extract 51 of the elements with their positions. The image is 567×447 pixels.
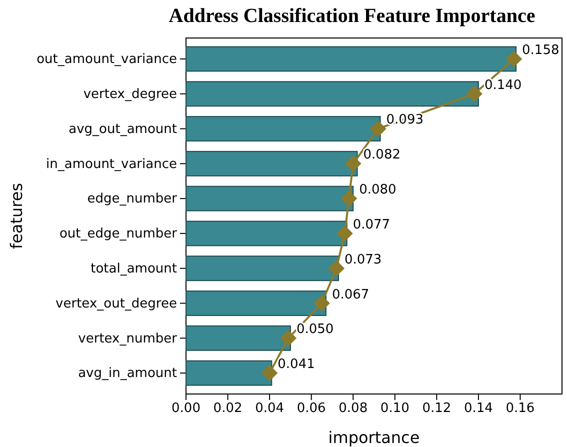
point — [466, 86, 482, 102]
y-tick-label: out_edge_number — [59, 226, 178, 242]
x-tick-label: 0.08 — [338, 401, 368, 416]
x-tick-label: 0.10 — [380, 401, 410, 416]
bar — [186, 116, 381, 142]
x-tick-label: 0.14 — [464, 401, 493, 416]
x-axis-title: importance — [328, 428, 420, 447]
chart-title: Address Classification Feature Importance — [168, 5, 536, 27]
x-tick-label: 0.02 — [213, 401, 242, 416]
x-tick-label: 0.12 — [422, 401, 452, 416]
y-tick-label: out_amount_variance — [36, 52, 177, 68]
data-label: 0.140 — [484, 78, 522, 93]
data-label: 0.158 — [522, 42, 560, 58]
bar — [186, 325, 291, 351]
y-axis-title: features — [7, 182, 26, 250]
point — [261, 364, 278, 382]
y-tick-label: vertex_out_degree — [56, 296, 177, 312]
bar — [186, 256, 339, 282]
bar — [186, 360, 272, 386]
bar — [186, 186, 354, 212]
data-label: 0.041 — [278, 357, 315, 372]
point — [314, 295, 330, 312]
bar — [186, 220, 348, 246]
point — [506, 50, 522, 68]
y-tick-label: total_amount — [90, 262, 177, 277]
bar — [186, 81, 479, 107]
y-tick-label: in_amount_variance — [46, 156, 177, 172]
point — [344, 155, 362, 172]
x-tick-label: 0.00 — [172, 401, 200, 416]
point — [280, 330, 297, 346]
data-label: 0.082 — [363, 148, 401, 163]
point — [328, 260, 345, 277]
y-tick-label: avg_out_amount — [68, 122, 177, 137]
data-label: 0.073 — [344, 252, 382, 268]
x-tick-label: 0.06 — [296, 401, 326, 416]
x-tick-label: 0.16 — [506, 401, 535, 416]
y-tick-label: vertex_number — [78, 331, 178, 346]
bar — [186, 150, 358, 176]
data-label: 0.080 — [359, 182, 396, 198]
x-tick-label: 0.04 — [255, 401, 284, 416]
data-label: 0.050 — [296, 322, 334, 338]
y-tick-label: avg_in_amount — [78, 366, 177, 382]
y-tick-label: edge_number — [87, 192, 178, 207]
data-label: 0.067 — [332, 287, 370, 302]
point — [336, 225, 353, 242]
data-label: 0.077 — [352, 217, 390, 232]
bar — [186, 46, 517, 72]
bar — [186, 290, 326, 316]
point — [370, 120, 386, 137]
y-tick-label: vertex_degree — [83, 87, 177, 102]
point — [340, 190, 358, 207]
